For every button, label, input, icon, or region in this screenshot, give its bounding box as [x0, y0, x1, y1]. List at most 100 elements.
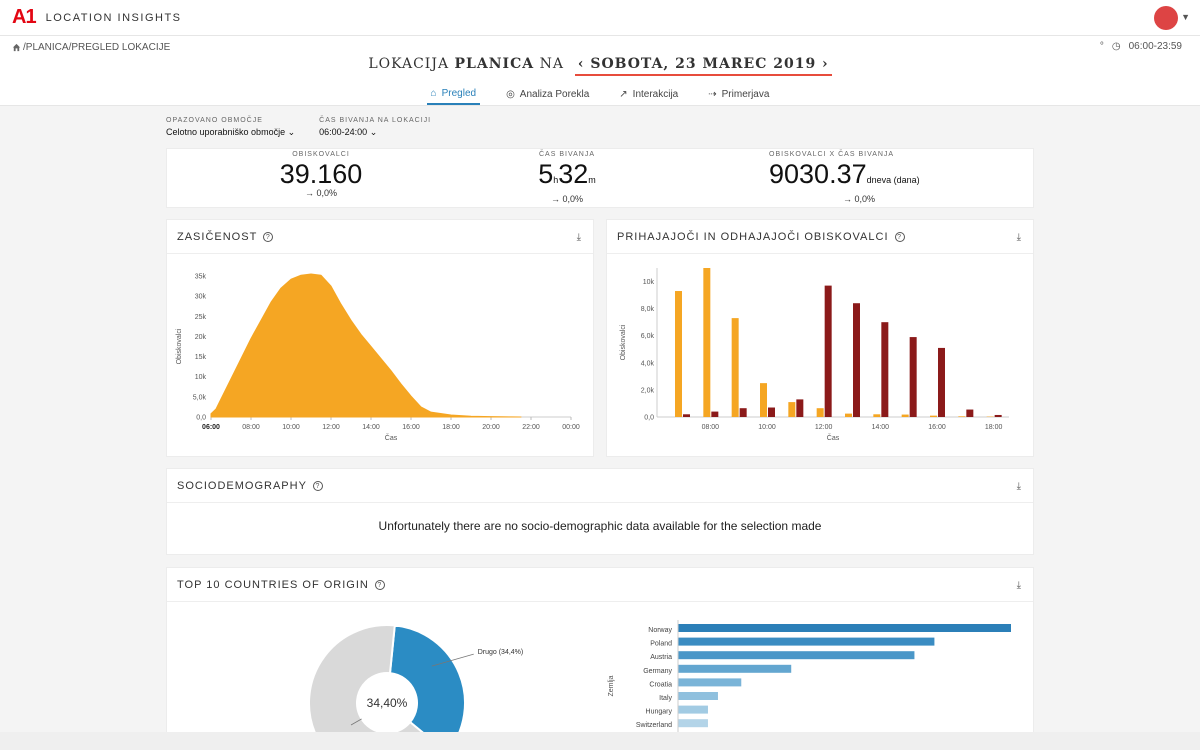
avatar[interactable]	[1154, 6, 1178, 30]
divider	[607, 253, 1033, 254]
x-tick-label: 14:00	[362, 424, 380, 431]
saturation-card: ZASIČENOST ? ⤓ 0,0 5,0k 10k 15k 20k 25k 30k 35k…	[166, 219, 594, 457]
kpi-delta: → 0,0%	[550, 194, 583, 204]
kpi-delta: → 0,0%	[843, 194, 876, 204]
bar	[824, 285, 832, 417]
divider	[167, 601, 1033, 602]
kpi-hours: 5	[538, 159, 554, 189]
category-label: Austria	[650, 654, 672, 661]
tab-pregled[interactable]: ⌂ Pregled	[426, 88, 481, 105]
dwell-select[interactable]: 06:00-24:00 ⌄	[319, 127, 431, 138]
kpi-minutes-unit: m	[588, 175, 596, 185]
help-icon[interactable]: ?	[374, 580, 385, 590]
bar	[760, 383, 767, 417]
chevron-down-icon[interactable]: ▼	[1181, 12, 1190, 22]
bar	[853, 303, 860, 417]
next-date-icon[interactable]: ›	[816, 56, 829, 72]
category-label: Croatia	[649, 681, 672, 688]
bar	[958, 416, 966, 417]
kpi-label: OBISKOVALCI X ČAS BIVANJA	[769, 151, 895, 158]
globe-icon: ◎	[506, 89, 515, 100]
time-range-value: 06:00-23:59	[1128, 41, 1182, 52]
dwell-filter-label: ČAS BIVANJA NA LOKACIJI	[319, 117, 432, 124]
kpi-value: 5h32m	[507, 160, 627, 194]
y-tick-label: 10k	[643, 279, 655, 286]
home-icon[interactable]	[12, 43, 21, 52]
bar	[901, 414, 909, 417]
app-logo[interactable]: A1 LOCATION INSIGHTS	[12, 6, 182, 29]
page-header: /PLANICA/PREGLED LOKACIJE ° ◷ 06:00-23:5…	[0, 36, 1200, 106]
date-value: SOBOTA, 23 MAREC 2019	[590, 56, 817, 72]
bar	[678, 664, 792, 673]
bottom-strip	[0, 732, 1200, 750]
y-tick-label: 0,0	[644, 415, 654, 422]
bar	[909, 337, 917, 417]
category-label: Switzerland	[636, 722, 672, 729]
kpi-card: OBISKOVALCI 39.160 → 0,0% ČAS BIVANJA 5h…	[166, 148, 1034, 208]
prev-date-icon[interactable]: ‹	[577, 56, 591, 72]
x-tick-label: 20:00	[482, 424, 500, 431]
arrivals-chart: 0,0 2,0k 4,0k 6,0k 8,0k 10k 08:00 10:00 12:00 14:…	[620, 268, 1009, 442]
tab-primerjava[interactable]: ⇢ Primerjava	[704, 88, 773, 105]
date-picker[interactable]: ‹ SOBOTA, 23 MAREC 2019 ›	[574, 56, 832, 76]
area-select[interactable]: Celotno uporabniško območje ⌄	[166, 127, 295, 138]
title-location: PLANICA	[454, 56, 535, 72]
bar	[873, 414, 881, 417]
card-title-text: SOCIODEMOGRAPHY	[177, 480, 307, 492]
breadcrumb-path[interactable]: /PLANICA/PREGLED LOKACIJE	[23, 42, 171, 53]
y-tick-label: 15k	[195, 354, 207, 361]
help-icon[interactable]: ?	[263, 232, 274, 242]
home-icon: ⌂	[430, 88, 437, 99]
bar	[731, 318, 739, 417]
divider	[167, 253, 593, 254]
download-icon[interactable]: ⤓	[576, 232, 581, 243]
breadcrumb: /PLANICA/PREGLED LOKACIJE	[12, 42, 170, 53]
kpi-visitors: OBISKOVALCI 39.160 → 0,0%	[261, 151, 381, 198]
x-tick-label: 18:00	[985, 424, 1003, 431]
compare-icon: ⇢	[708, 89, 717, 100]
tab-interakcija[interactable]: ↗ Interakcija	[615, 88, 682, 105]
bar	[678, 705, 708, 714]
bar	[678, 678, 742, 687]
download-icon[interactable]: ⤓	[1016, 580, 1021, 591]
tab-analiza-porekla[interactable]: ◎ Analiza Porekla	[502, 88, 593, 105]
bar	[845, 413, 852, 417]
time-range: ° ◷ 06:00-23:59	[1100, 41, 1182, 52]
download-icon[interactable]: ⤓	[1016, 481, 1021, 492]
slice-leader-line	[431, 653, 474, 667]
bar	[796, 399, 804, 417]
y-tick-label: 0,0	[196, 415, 206, 422]
download-icon[interactable]: ⤓	[1016, 232, 1021, 243]
kpi-minutes: 32	[558, 159, 589, 189]
x-axis-label: Čas	[827, 433, 840, 442]
card-title: TOP 10 COUNTRIES OF ORIGIN ?	[177, 579, 385, 591]
y-axis-label: Obiskovalci	[620, 324, 627, 360]
countries-donut-chart: Drugo (34,4%) 34,40%	[308, 624, 523, 736]
bar	[703, 268, 711, 417]
app-name: LOCATION INSIGHTS	[45, 11, 182, 24]
y-tick-label: 5,0k	[193, 394, 207, 401]
donut-hole	[357, 673, 417, 733]
help-icon[interactable]: ?	[894, 232, 905, 242]
x-tick-label: 16:00	[402, 424, 420, 431]
settings-dot-icon[interactable]: °	[1099, 41, 1104, 52]
bar	[881, 322, 889, 417]
kpi-label: OBISKOVALCI	[292, 151, 350, 158]
chevron-down-icon: ⌄	[287, 127, 296, 137]
dwell-select-value: 06:00-24:00	[319, 127, 368, 137]
kpi-hours-unit: h	[553, 175, 559, 185]
tab-label: Interakcija	[632, 89, 679, 100]
category-label: Norway	[648, 627, 672, 634]
nav-tabs: ⌂ Pregled ◎ Analiza Porekla ↗ Interakcij…	[0, 88, 1200, 105]
y-axis-label: Zemlja	[608, 675, 615, 696]
bar	[678, 637, 935, 646]
x-tick-label: 10:00	[758, 424, 776, 431]
x-tick-label: 14:00	[872, 424, 890, 431]
x-tick-label: 06:00	[202, 424, 220, 431]
bar	[768, 407, 775, 417]
y-tick-label: 2,0k	[641, 387, 655, 394]
bar	[739, 408, 747, 417]
card-title-text: PRIHAJAJOČI IN ODHAJAJOČI OBISKOVALCI	[617, 231, 889, 243]
arrivals-card: PRIHAJAJOČI IN ODHAJAJOČI OBISKOVALCI ? …	[606, 219, 1034, 457]
help-icon[interactable]: ?	[312, 481, 323, 491]
